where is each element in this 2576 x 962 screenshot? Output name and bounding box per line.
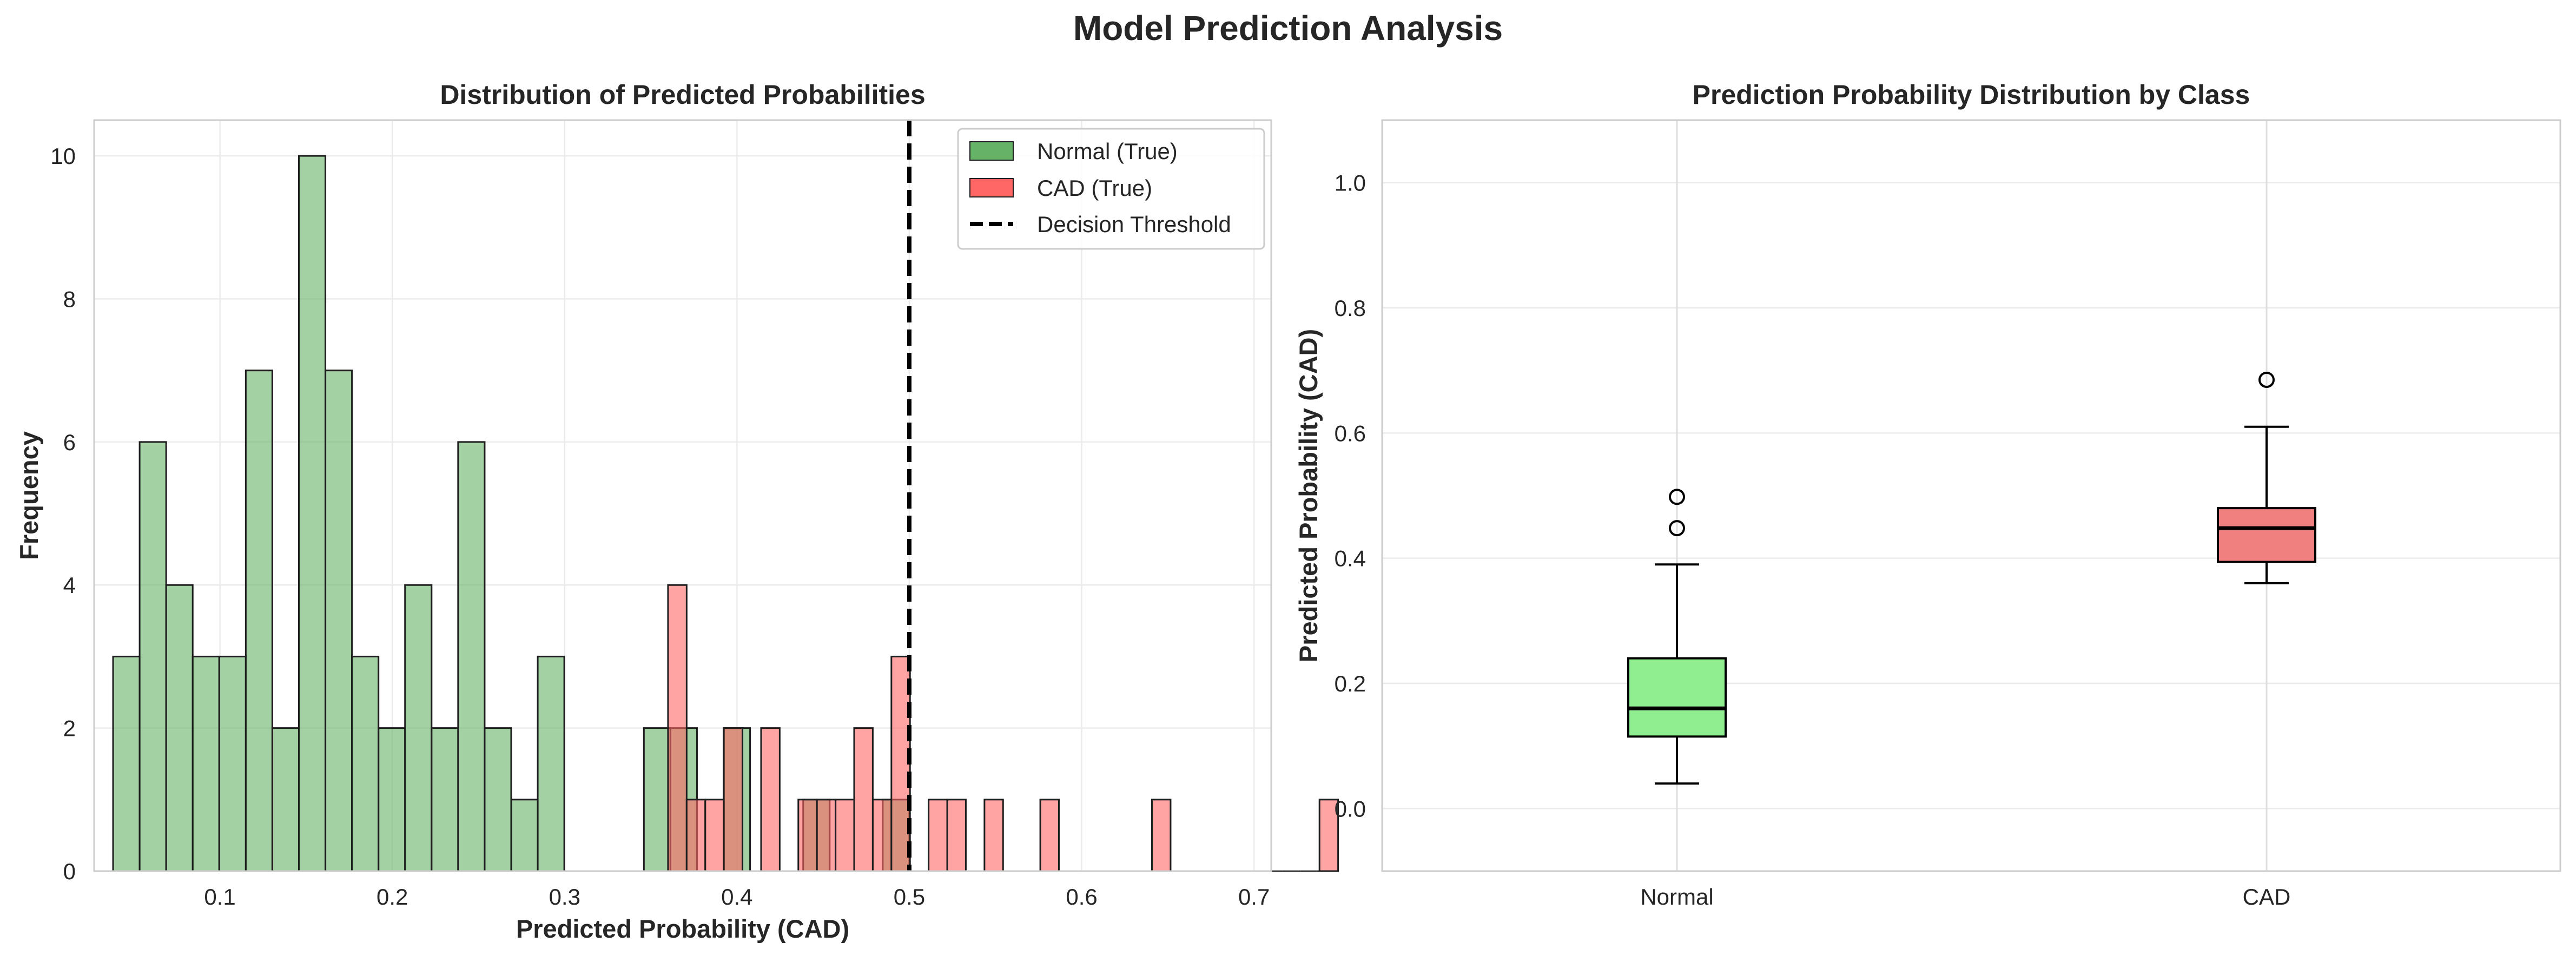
outlier-point [1669, 520, 1685, 537]
x-tick-label: CAD [2243, 884, 2291, 910]
y-tick-label: 8 [63, 286, 76, 312]
x-tick-label: 0.4 [721, 884, 752, 910]
normal-bar [351, 655, 380, 872]
normal-bar [165, 584, 194, 872]
normal-bar [112, 655, 141, 872]
normal-bar [643, 727, 671, 872]
legend-swatch-cad [969, 178, 1014, 197]
y-tick-label: 0.6 [1335, 420, 1366, 446]
cad-bars [667, 584, 1339, 872]
cad-bar [685, 799, 706, 872]
boxplot-frame [1381, 119, 2561, 872]
cad-bar [853, 727, 874, 872]
normal-bars [112, 155, 910, 872]
y-tick-label: 0.2 [1335, 671, 1366, 696]
x-tick-label: 0.5 [894, 884, 925, 910]
x-tick-label: 0.3 [549, 884, 580, 910]
boxplot-title: Prediction Probability Distribution by C… [1693, 80, 2250, 110]
x-tick-label: 0.1 [204, 884, 235, 910]
cad-bar [1151, 799, 1172, 872]
boxplot-y-label: Predicted Probability (CAD) [1294, 329, 1323, 662]
iqr-box [1627, 657, 1727, 738]
normal-bar [191, 655, 220, 872]
y-tick-label: 6 [63, 430, 76, 455]
cad-bar [797, 799, 818, 872]
normal-bar [484, 727, 512, 872]
histogram-panel: Distribution of Predicted Probabilities … [15, 80, 1339, 943]
cad-bar [704, 799, 725, 872]
normal-bar [510, 799, 539, 872]
y-tick-label: 0.4 [1335, 546, 1366, 571]
legend-label-threshold: Decision Threshold [1037, 212, 1231, 237]
cad-bar [816, 799, 837, 872]
y-tick-label: 4 [63, 572, 76, 598]
normal-bar [245, 370, 273, 872]
normal-bar [431, 727, 459, 872]
legend-label-normal: Normal (True) [1037, 139, 1178, 164]
cad-bar [835, 799, 855, 872]
cad-bar [760, 727, 781, 872]
normal-bar [325, 370, 353, 872]
cad-bar [667, 584, 688, 872]
x-tick-label: 0.2 [377, 884, 408, 910]
x-tick-label: 0.6 [1066, 884, 1097, 910]
box-normal [1627, 489, 1727, 785]
boxplot-x-ticks: Normal CAD [1640, 884, 2290, 910]
outlier-point [1669, 489, 1685, 505]
normal-bar [457, 441, 486, 872]
box-cad [2217, 372, 2316, 584]
cad-bar [871, 799, 893, 872]
y-tick-label: 0.0 [1335, 796, 1366, 821]
cad-bar [946, 799, 967, 872]
cad-bar [928, 799, 948, 872]
normal-bar [537, 655, 565, 872]
normal-bar [404, 584, 433, 872]
boxplot-panel: Prediction Probability Distribution by C… [1294, 80, 2561, 910]
cad-bar [983, 799, 1004, 872]
boxplot-y-ticks: 0.0 0.2 0.4 0.6 0.8 1.0 [1335, 170, 1366, 822]
y-tick-label: 0.8 [1335, 295, 1366, 321]
cad-bar [890, 655, 911, 872]
x-tick-label: Normal [1640, 884, 1713, 910]
normal-bar [218, 655, 247, 872]
cad-bar [1318, 799, 1339, 872]
boxplot-boxes [1627, 372, 2316, 785]
legend-frame [957, 128, 1265, 250]
x-tick-label: 0.7 [1238, 884, 1270, 910]
iqr-box [2217, 507, 2316, 563]
histogram-x-ticks: 0.1 0.2 0.3 0.4 0.5 0.6 0.7 [204, 884, 1270, 910]
y-tick-label: 10 [50, 143, 76, 169]
histogram-y-ticks: 0 2 4 6 8 10 [50, 143, 76, 884]
histogram-frame [93, 119, 1272, 872]
legend-label-cad: CAD (True) [1037, 175, 1152, 201]
figure-suptitle: Model Prediction Analysis [1073, 9, 1503, 48]
cad-bar [723, 727, 744, 872]
boxplot-gridlines [1382, 120, 2560, 871]
y-tick-label: 2 [63, 716, 76, 741]
histogram-legend: Normal (True) CAD (True) Decision Thresh… [957, 128, 1265, 250]
normal-bar [378, 727, 406, 872]
y-tick-label: 0 [63, 859, 76, 884]
y-tick-label: 1.0 [1335, 170, 1366, 196]
normal-bar [298, 155, 327, 872]
legend-swatch-normal [969, 141, 1014, 161]
cad-bar [1039, 799, 1060, 872]
normal-bar [138, 441, 167, 872]
outlier-point [2258, 372, 2275, 388]
histogram-y-label: Frequency [15, 431, 43, 560]
histogram-title: Distribution of Predicted Probabilities [440, 80, 925, 110]
histogram-x-label: Predicted Probability (CAD) [516, 914, 849, 943]
normal-bar [271, 727, 300, 872]
